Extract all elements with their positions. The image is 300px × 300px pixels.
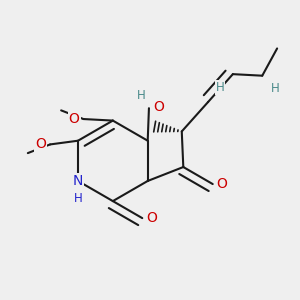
Text: H: H — [137, 89, 146, 102]
Text: N: N — [73, 174, 83, 188]
Text: H: H — [271, 82, 280, 94]
Text: O: O — [146, 211, 157, 225]
Text: O: O — [217, 177, 227, 191]
Text: O: O — [153, 100, 164, 114]
Text: H: H — [215, 81, 224, 94]
Text: O: O — [69, 112, 80, 126]
Text: O: O — [35, 137, 46, 152]
Text: H: H — [74, 192, 82, 206]
